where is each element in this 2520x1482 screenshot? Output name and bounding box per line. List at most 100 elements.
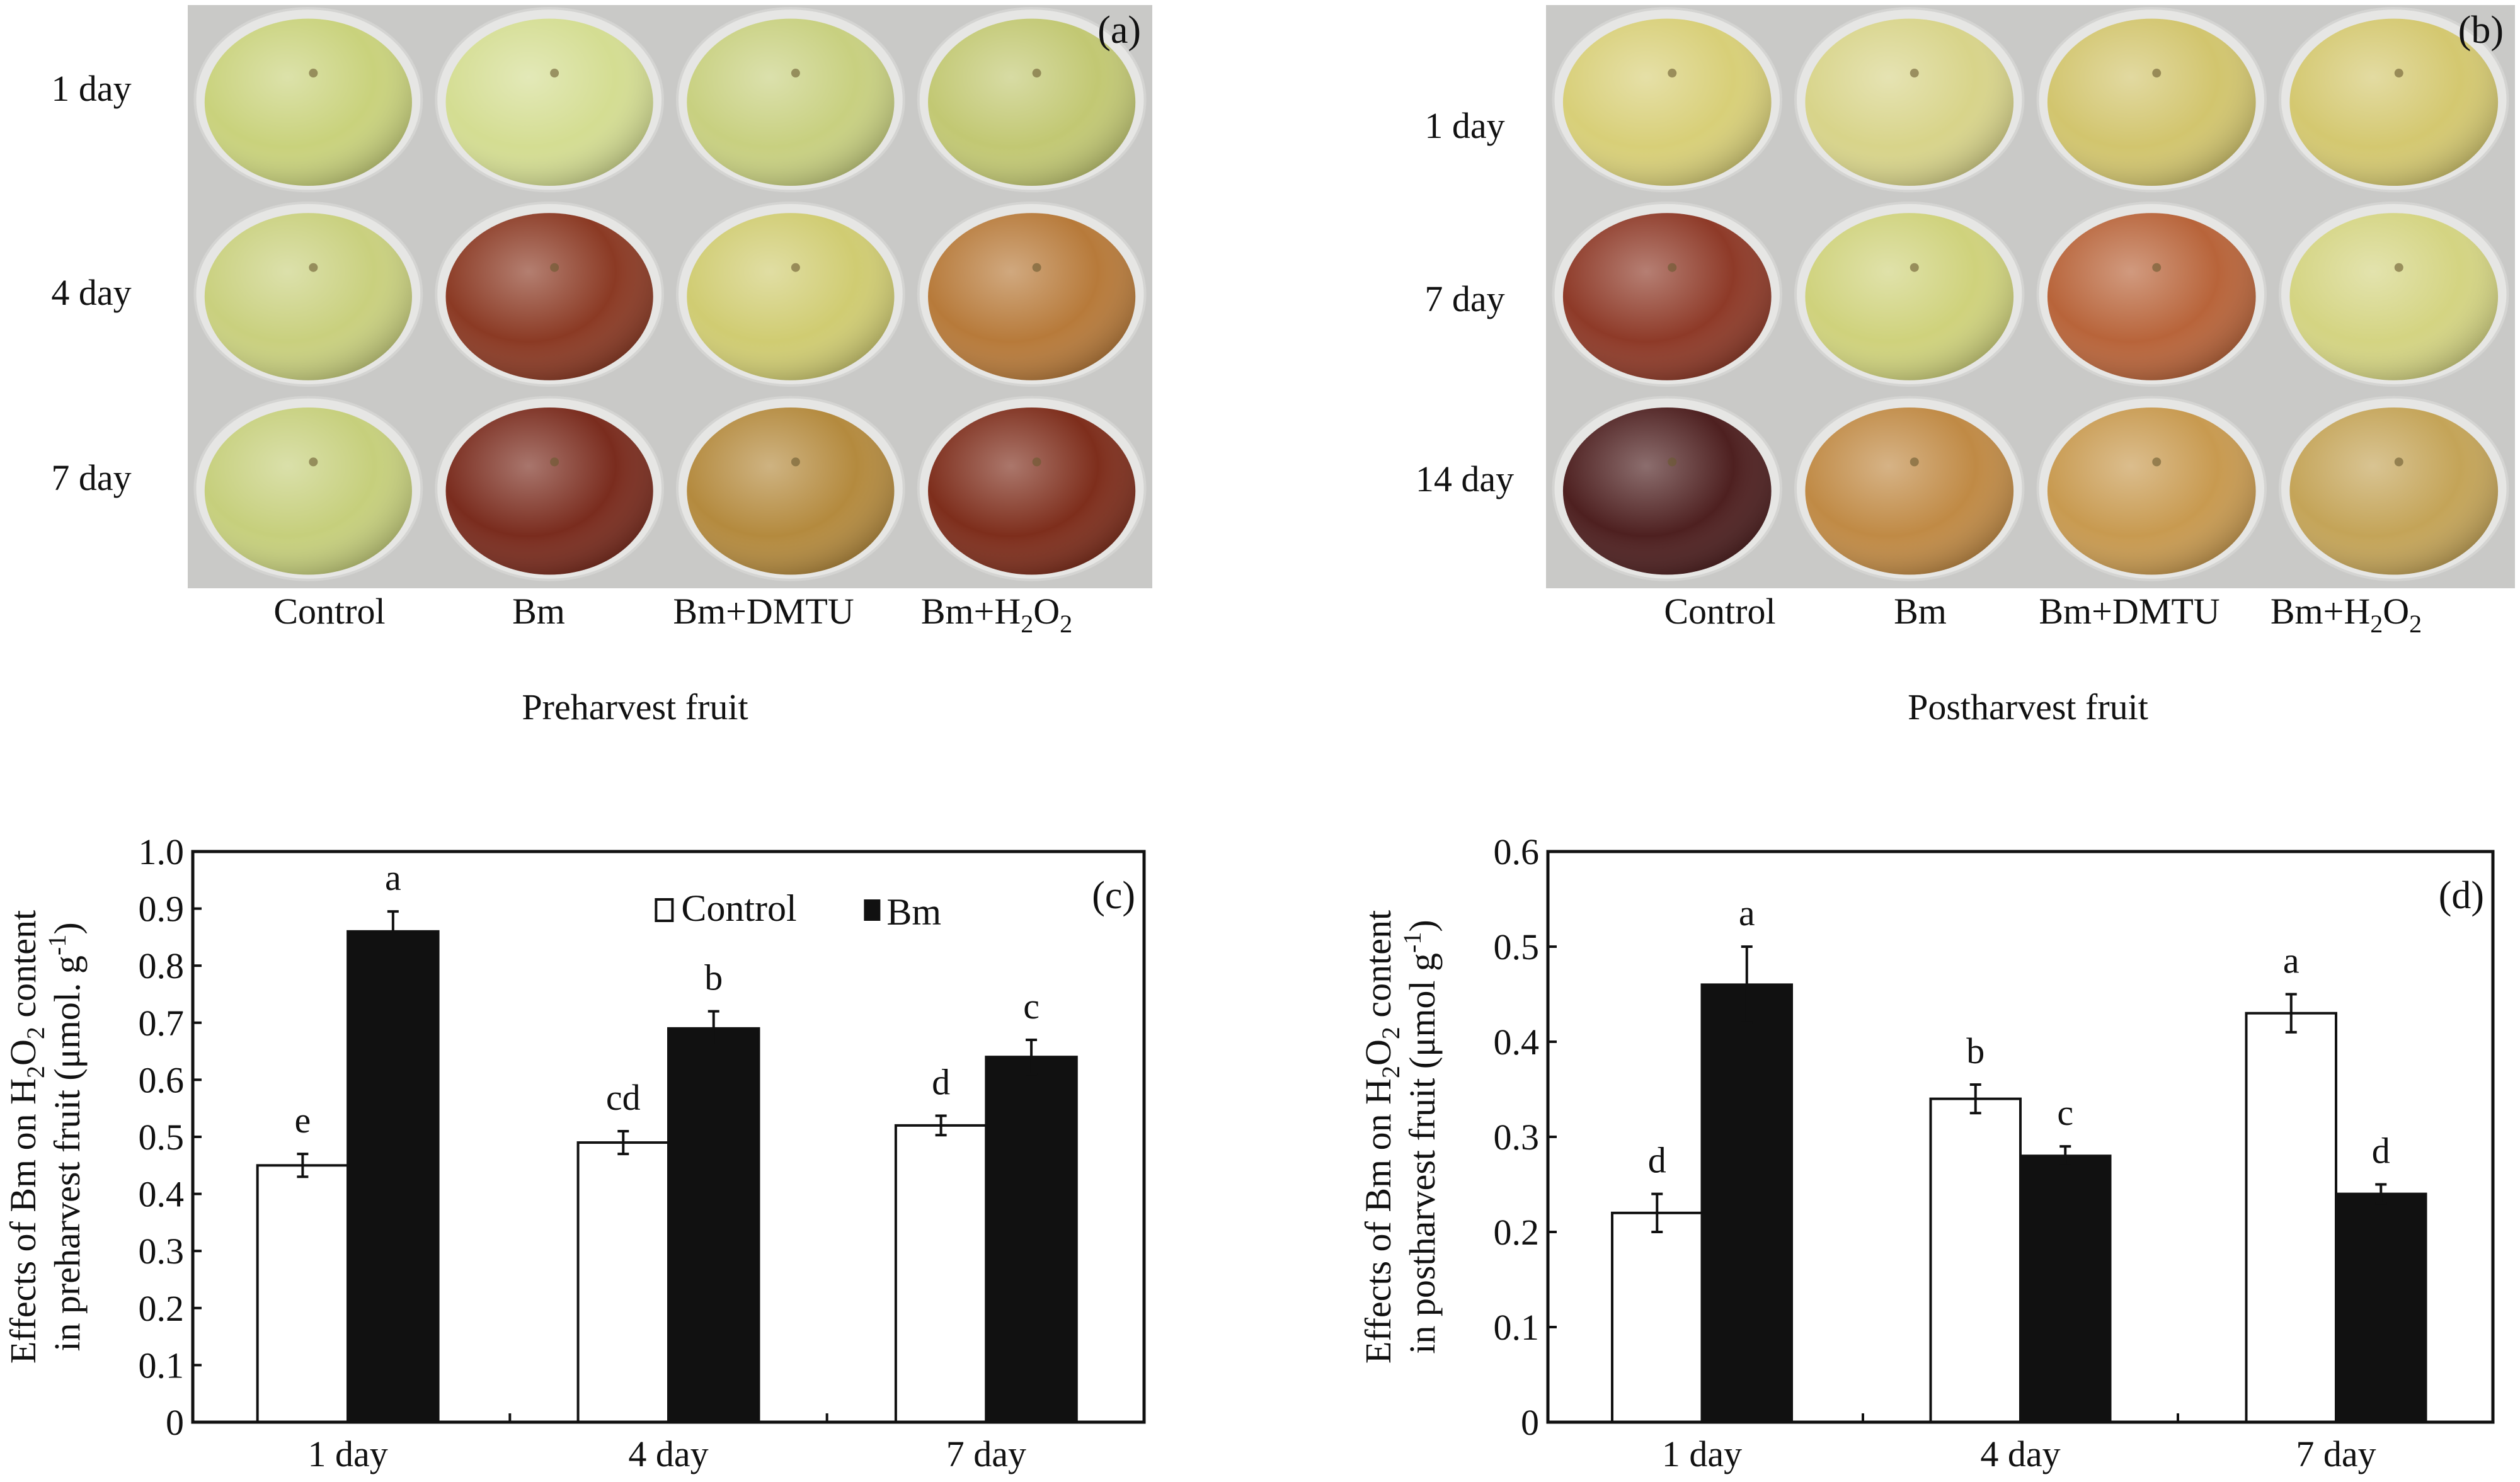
fruit-shading xyxy=(204,213,412,380)
panel-c-preharvest-chart: 0 0.1 0.2 0.3 0.4 0.5 0.6 0.7 0.8 0.9 1.0 1 day 4 da… xyxy=(3,831,1146,1474)
significance-letter: a xyxy=(385,857,401,898)
subscript: 2 xyxy=(1021,610,1033,638)
bar-control xyxy=(1611,1211,1704,1424)
fruit-stem-dot xyxy=(1032,457,1041,467)
column-label: Control xyxy=(1664,591,1775,632)
x-tick-label: 7 day xyxy=(2296,1434,2376,1474)
significance-letter: d xyxy=(932,1061,950,1102)
y-tick-label: 0.1 xyxy=(1494,1307,1540,1348)
row-label: 4 day xyxy=(51,272,131,313)
fruit-shading xyxy=(2047,407,2256,575)
significance-letter: d xyxy=(1648,1140,1666,1181)
y-tick-label: 0.1 xyxy=(139,1345,185,1386)
significance-letter: a xyxy=(1739,892,1755,933)
label-part: ) xyxy=(1402,920,1443,932)
subscript: 2 xyxy=(2370,610,2383,638)
label-part: 2 xyxy=(1377,1066,1405,1078)
bar-bm xyxy=(2335,1192,2427,1423)
fruit-stem-dot xyxy=(1910,69,1919,78)
panel-tag: (d) xyxy=(2439,874,2484,917)
column-label: Bm xyxy=(1894,591,1947,632)
column-label: Bm+DMTU xyxy=(2039,591,2219,632)
significance-letter: cd xyxy=(606,1077,641,1118)
fruit-shading xyxy=(445,213,653,380)
panel-caption: Postharvest fruit xyxy=(1908,687,2148,727)
y-axis-label-line-1: Effects of Bm on H2O2 content xyxy=(1358,910,1405,1364)
bar-bm xyxy=(346,930,440,1423)
plot-frame xyxy=(1546,850,2495,1424)
y-tick-label: 0.2 xyxy=(139,1288,185,1329)
fruit-shading xyxy=(687,18,895,186)
bar-bm xyxy=(2019,1154,2112,1423)
label-part: in postharvest fruit (μmol g xyxy=(1402,953,1443,1354)
fruit-shading xyxy=(2047,213,2256,380)
fruit-shading xyxy=(1805,213,2014,380)
x-tick-label: 7 day xyxy=(946,1434,1026,1474)
fruit-stem-dot xyxy=(1032,69,1041,78)
y-tick-label: 0.9 xyxy=(139,889,185,930)
y-tick-label: 0 xyxy=(1521,1402,1539,1443)
label-part: ) xyxy=(47,922,88,934)
column-label: Control xyxy=(273,591,385,632)
column-label: Bm+DMTU xyxy=(673,591,854,632)
y-tick-label: 0.6 xyxy=(1494,831,1540,872)
significance-letter: c xyxy=(1023,986,1040,1027)
subscript: 2 xyxy=(1060,610,1072,638)
fruit-shading xyxy=(2047,18,2256,186)
y-tick-label: 0.7 xyxy=(139,1003,185,1044)
panel-d-postharvest-chart: 0 0.1 0.2 0.3 0.4 0.5 0.6 1 day 4 day 7 day d b a a c d… xyxy=(1358,831,2495,1474)
fruit-shading xyxy=(2289,407,2499,575)
significance-letter: e xyxy=(295,1100,311,1141)
fruit-stem-dot xyxy=(309,263,318,272)
y-tick-label: 0.3 xyxy=(1494,1117,1540,1158)
label-part: -1 xyxy=(1398,932,1426,953)
fruit-stem-dot xyxy=(791,69,800,78)
label-part: content xyxy=(1358,910,1399,1027)
significance-letter: b xyxy=(1966,1030,1984,1071)
fruit-stem-dot xyxy=(2394,263,2403,272)
label-part: content xyxy=(3,910,43,1027)
label-part: 2 xyxy=(1377,1027,1405,1039)
fruit-stem-dot xyxy=(791,457,800,467)
fruit-stem-dot xyxy=(550,69,559,78)
y-tick-label: 0.5 xyxy=(1494,926,1540,967)
bar-control xyxy=(2245,1012,2337,1423)
label-part: O xyxy=(2383,591,2409,632)
x-tick-label: 4 day xyxy=(628,1434,708,1474)
fruit-stem-dot xyxy=(1910,263,1919,272)
row-label: 14 day xyxy=(1416,459,1514,499)
legend-label: Control xyxy=(681,887,796,929)
legend-swatch-control xyxy=(655,898,674,922)
row-label: 7 day xyxy=(51,457,131,498)
fruit-stem-dot xyxy=(1668,69,1677,78)
bar-control xyxy=(1929,1097,2022,1423)
fruit-shading xyxy=(687,407,895,575)
fruit-shading xyxy=(687,213,895,380)
fruit-shading xyxy=(1805,407,2014,575)
column-label: Bm+H2O2 xyxy=(2271,591,2422,638)
column-label: Bm+H2O2 xyxy=(921,591,1072,638)
y-axis-label-line-2: in preharvest fruit (μmol. g-1) xyxy=(43,922,88,1351)
legend-label: Bm xyxy=(886,891,941,933)
panel-tag: (b) xyxy=(2458,9,2504,52)
fruit-stem-dot xyxy=(791,263,800,272)
row-label: 1 day xyxy=(51,68,131,109)
label-part: 2 xyxy=(21,1066,50,1078)
plot-frame xyxy=(191,850,1146,1424)
fruit-shading xyxy=(2289,18,2499,186)
fruit-stem-dot xyxy=(309,457,318,467)
row-label: 7 day xyxy=(1424,278,1504,319)
x-tick-label: 1 day xyxy=(1662,1434,1742,1474)
significance-letter: d xyxy=(2372,1131,2390,1171)
significance-letter: a xyxy=(2283,940,2300,981)
column-label: Bm xyxy=(512,591,565,632)
label-part: Effects of Bm on H xyxy=(3,1078,43,1364)
bar-bm xyxy=(667,1027,760,1423)
y-tick-label: 0.4 xyxy=(1494,1022,1540,1063)
y-tick-label: 0.5 xyxy=(139,1117,185,1158)
fruit-stem-dot xyxy=(550,263,559,272)
bar-control xyxy=(576,1141,670,1424)
fruit-stem-dot xyxy=(2152,69,2162,78)
legend-swatch-bm xyxy=(864,899,881,921)
